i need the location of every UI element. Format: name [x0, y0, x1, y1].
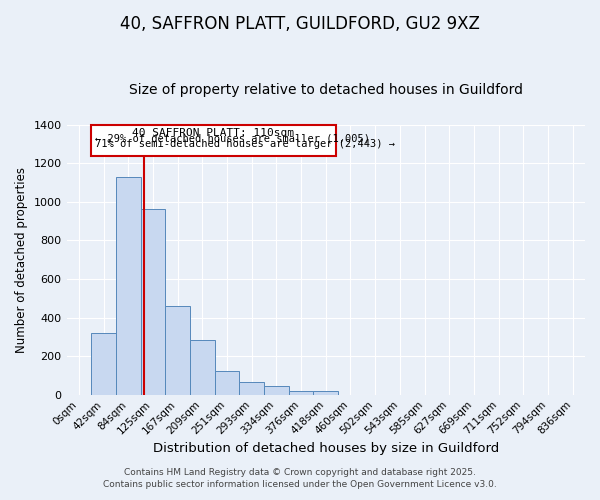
Bar: [289, 391, 313, 394]
Bar: [264, 386, 289, 394]
Bar: [165, 306, 190, 394]
Text: 40, SAFFRON PLATT, GUILDFORD, GU2 9XZ: 40, SAFFRON PLATT, GUILDFORD, GU2 9XZ: [120, 15, 480, 33]
Y-axis label: Number of detached properties: Number of detached properties: [15, 166, 28, 352]
Bar: [140, 210, 165, 394]
Title: Size of property relative to detached houses in Guildford: Size of property relative to detached ho…: [129, 83, 523, 97]
Bar: [239, 382, 264, 394]
Text: 71% of semi-detached houses are larger (2,443) →: 71% of semi-detached houses are larger (…: [95, 139, 395, 149]
Bar: [215, 370, 239, 394]
FancyBboxPatch shape: [91, 125, 335, 156]
X-axis label: Distribution of detached houses by size in Guildford: Distribution of detached houses by size …: [152, 442, 499, 455]
Text: Contains HM Land Registry data © Crown copyright and database right 2025.
Contai: Contains HM Land Registry data © Crown c…: [103, 468, 497, 489]
Bar: [116, 176, 140, 394]
Text: 40 SAFFRON PLATT: 110sqm: 40 SAFFRON PLATT: 110sqm: [133, 128, 295, 138]
Text: ← 29% of detached houses are smaller (1,005): ← 29% of detached houses are smaller (1,…: [95, 134, 370, 144]
Bar: [313, 391, 338, 394]
Bar: [190, 340, 215, 394]
Bar: [91, 333, 116, 394]
